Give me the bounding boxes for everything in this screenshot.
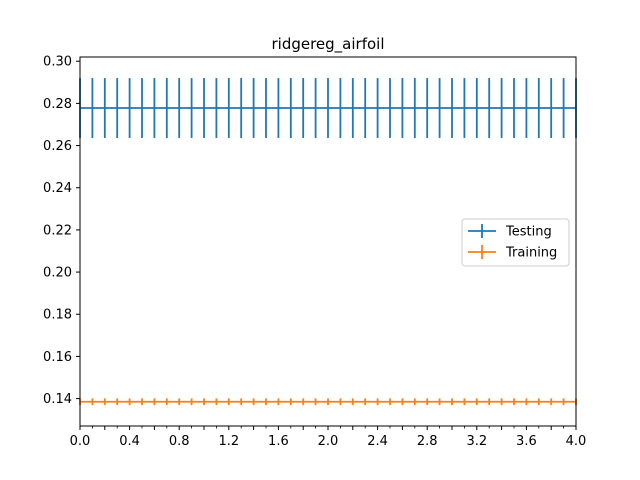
x-tick-label: 0.4 bbox=[119, 434, 140, 449]
legend-item-testing: Testing bbox=[468, 224, 552, 240]
x-tick-label: 3.2 bbox=[466, 434, 487, 449]
y-tick-label: 0.28 bbox=[43, 97, 72, 112]
y-tick-label: 0.24 bbox=[43, 181, 72, 196]
x-tick-label: 0.0 bbox=[70, 434, 91, 449]
x-tick-label: 4.0 bbox=[566, 434, 587, 449]
y-tick-label: 0.22 bbox=[43, 223, 72, 238]
series-testing bbox=[79, 78, 577, 138]
legend: Testing Training bbox=[461, 218, 570, 267]
x-tick-label: 2.8 bbox=[417, 434, 438, 449]
legend-item-training: Training bbox=[468, 245, 557, 261]
x-tick-label: 3.6 bbox=[516, 434, 537, 449]
x-tick-label: 1.2 bbox=[218, 434, 239, 449]
x-tick-label: 2.4 bbox=[367, 434, 388, 449]
y-tick-label: 0.20 bbox=[43, 266, 72, 281]
y-tick-label: 0.14 bbox=[43, 392, 72, 407]
y-tick-label: 0.18 bbox=[43, 308, 72, 323]
axes-layer: 0.14 0.16 0.18 0.20 0.22 0.24 0.26 0.28 0.30 0.0 0… bbox=[43, 55, 586, 449]
x-tick-label: 2.0 bbox=[318, 434, 339, 449]
legend-label: Testing bbox=[505, 225, 552, 240]
y-tick-label: 0.26 bbox=[43, 139, 72, 154]
chart-title: ridgereg_airfoil bbox=[271, 35, 384, 54]
series-layer bbox=[79, 78, 577, 406]
x-tick-label: 0.8 bbox=[169, 434, 190, 449]
y-tick-label: 0.16 bbox=[43, 350, 72, 365]
series-training bbox=[79, 398, 577, 406]
y-tick-label: 0.30 bbox=[43, 55, 72, 70]
legend-label: Training bbox=[505, 246, 557, 261]
x-tick-label: 1.6 bbox=[268, 434, 289, 449]
